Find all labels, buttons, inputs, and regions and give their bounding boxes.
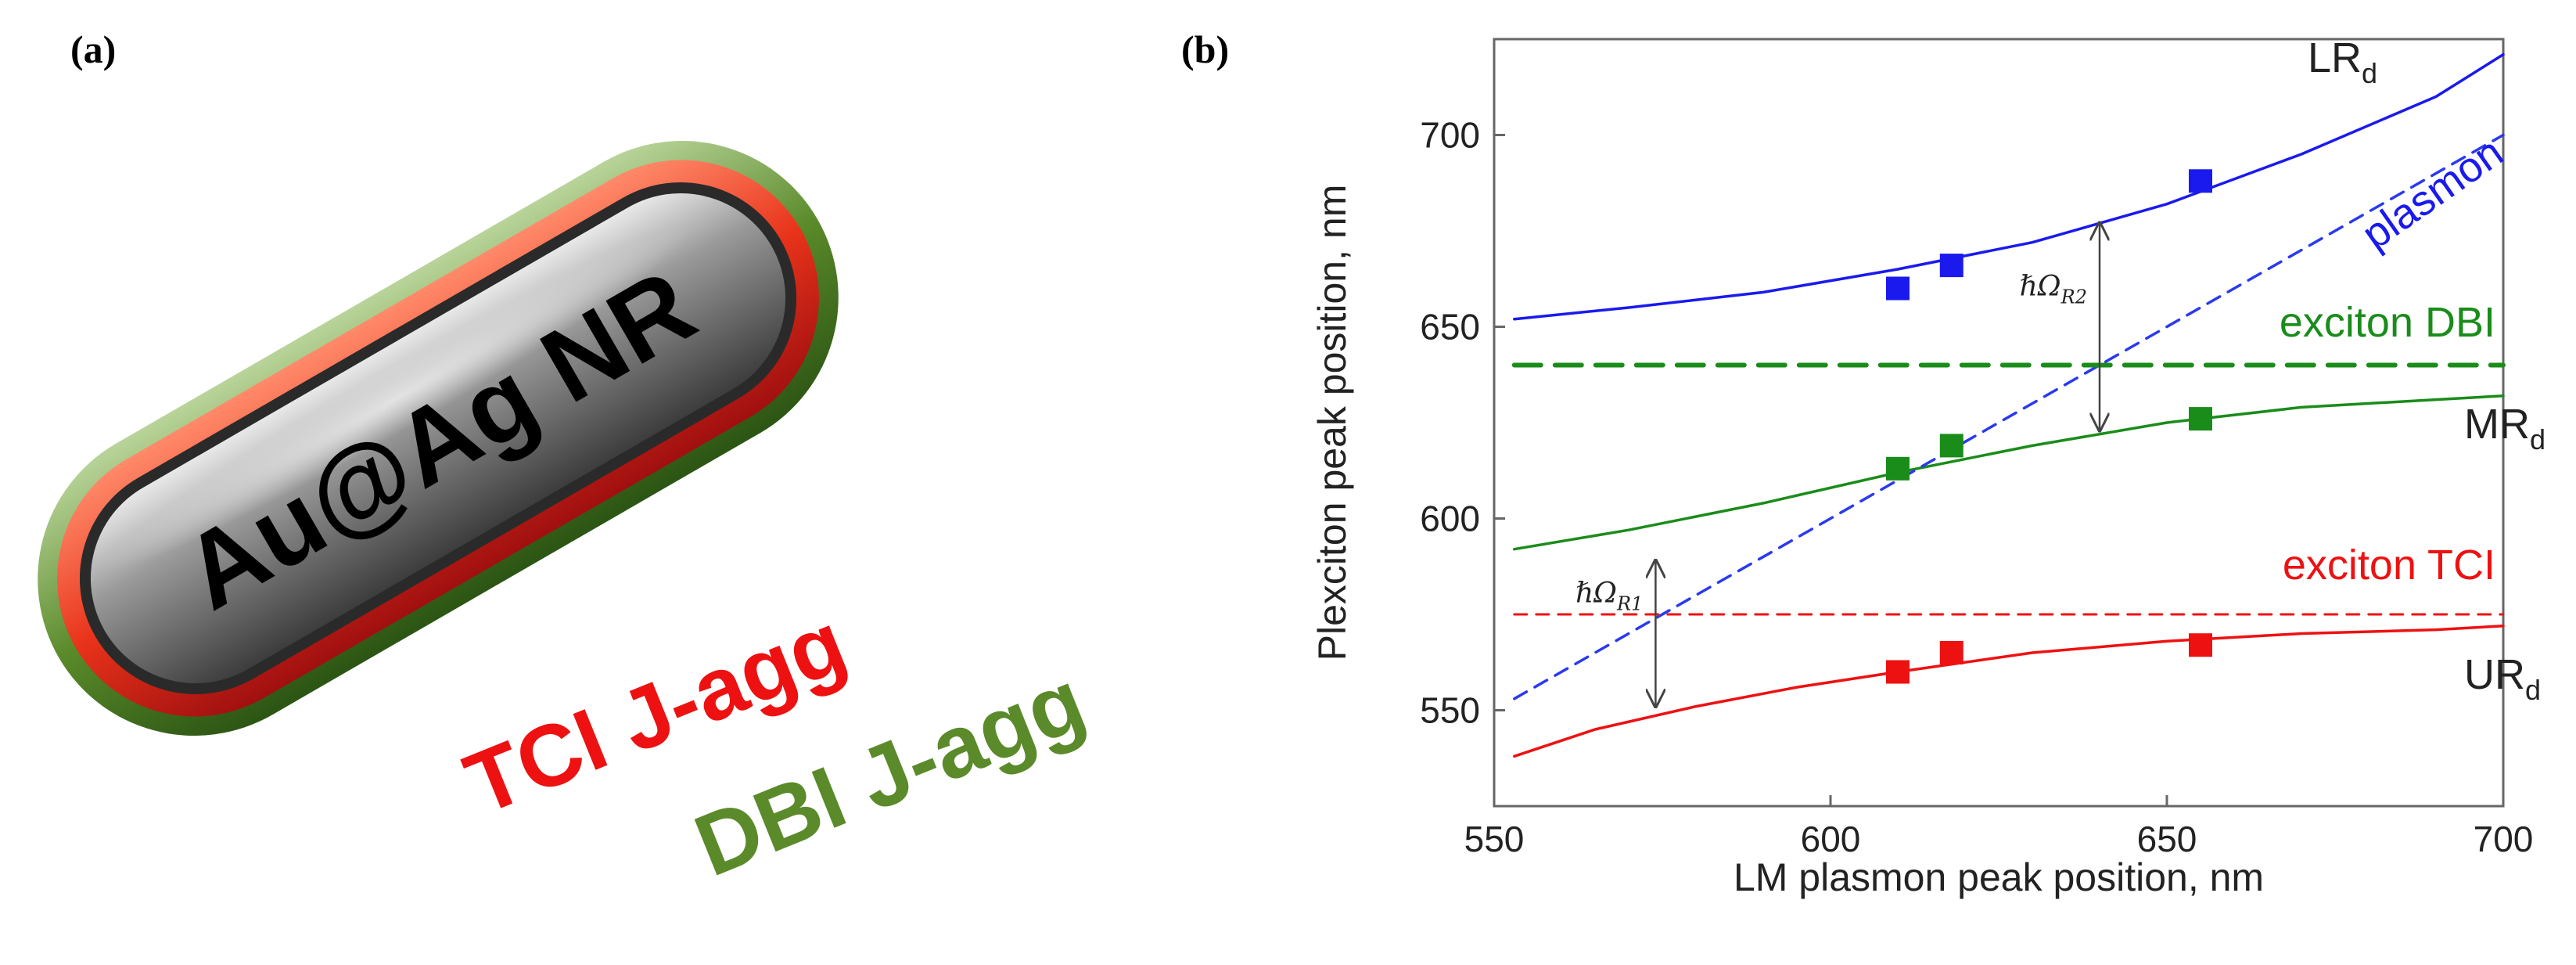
urd-label: URd [2464, 651, 2541, 706]
rod-core [90, 193, 786, 683]
series-line-mrd [1513, 394, 2505, 551]
x-axis-title: LM plasmon peak position, nm [1734, 855, 2264, 899]
series-line-urd [1513, 624, 2505, 758]
panel-a: (a) Au@Ag NR TCI J-agg DBI J-agg [38, 27, 1098, 895]
points-layer [1886, 169, 2212, 684]
y-tick-label-2: 650 [1420, 307, 1480, 347]
lrd-label: LRd [2308, 34, 2377, 89]
data-point-urd-2 [2189, 633, 2212, 657]
mrd-label: MRd [2464, 401, 2545, 455]
x-tick-label-1: 600 [1801, 819, 1861, 859]
plot-frame [1493, 38, 2505, 808]
data-point-urd-0 [1886, 660, 1910, 684]
rabi-label-1: ℏΩR1 [1575, 578, 1643, 615]
exciton-dbi-label: exciton DBI [2280, 299, 2495, 346]
y-axis-title: Plexciton peak position, nm [1310, 185, 1354, 661]
axis-ticks [1493, 134, 2505, 806]
data-point-lrd-1 [1939, 254, 1963, 278]
data-point-mrd-2 [2189, 407, 2212, 431]
panel-b: (b) ℏΩR1 ℏΩR2 550 600 650 700 550 600 650 700 LM… [1181, 27, 2545, 899]
rabi-annotations: ℏΩR1 ℏΩR2 [1575, 223, 2100, 706]
rabi-label-2: ℏΩR2 [2020, 271, 2087, 308]
tick-labels: 550 600 650 700 550 600 650 700 [1420, 115, 2533, 860]
data-point-mrd-1 [1939, 434, 1963, 458]
series-line-lrd [1513, 52, 2505, 321]
exciton-tci-label: exciton TCI [2283, 542, 2495, 589]
x-tick-label-3: 700 [2474, 819, 2534, 859]
chart: ℏΩR1 ℏΩR2 550 600 650 700 550 600 650 700 LM pla… [1310, 34, 2545, 899]
x-tick-label-2: 650 [2137, 819, 2197, 859]
panel-a-label: (a) [70, 27, 116, 71]
data-point-mrd-0 [1886, 456, 1910, 481]
plasmon-label: plasmon [2354, 128, 2512, 258]
x-tick-label-0: 550 [1464, 819, 1525, 859]
series-line-plasmon [1513, 133, 2505, 700]
y-tick-label-0: 550 [1420, 690, 1480, 731]
data-point-urd-1 [1939, 641, 1963, 664]
rod-highlight [99, 224, 696, 574]
data-point-lrd-2 [2189, 169, 2212, 193]
y-tick-label-1: 600 [1420, 499, 1480, 539]
data-point-lrd-0 [1886, 276, 1910, 301]
y-tick-label-3: 700 [1420, 115, 1480, 156]
series-layer [1511, 52, 2506, 758]
panel-b-label: (b) [1181, 27, 1229, 71]
